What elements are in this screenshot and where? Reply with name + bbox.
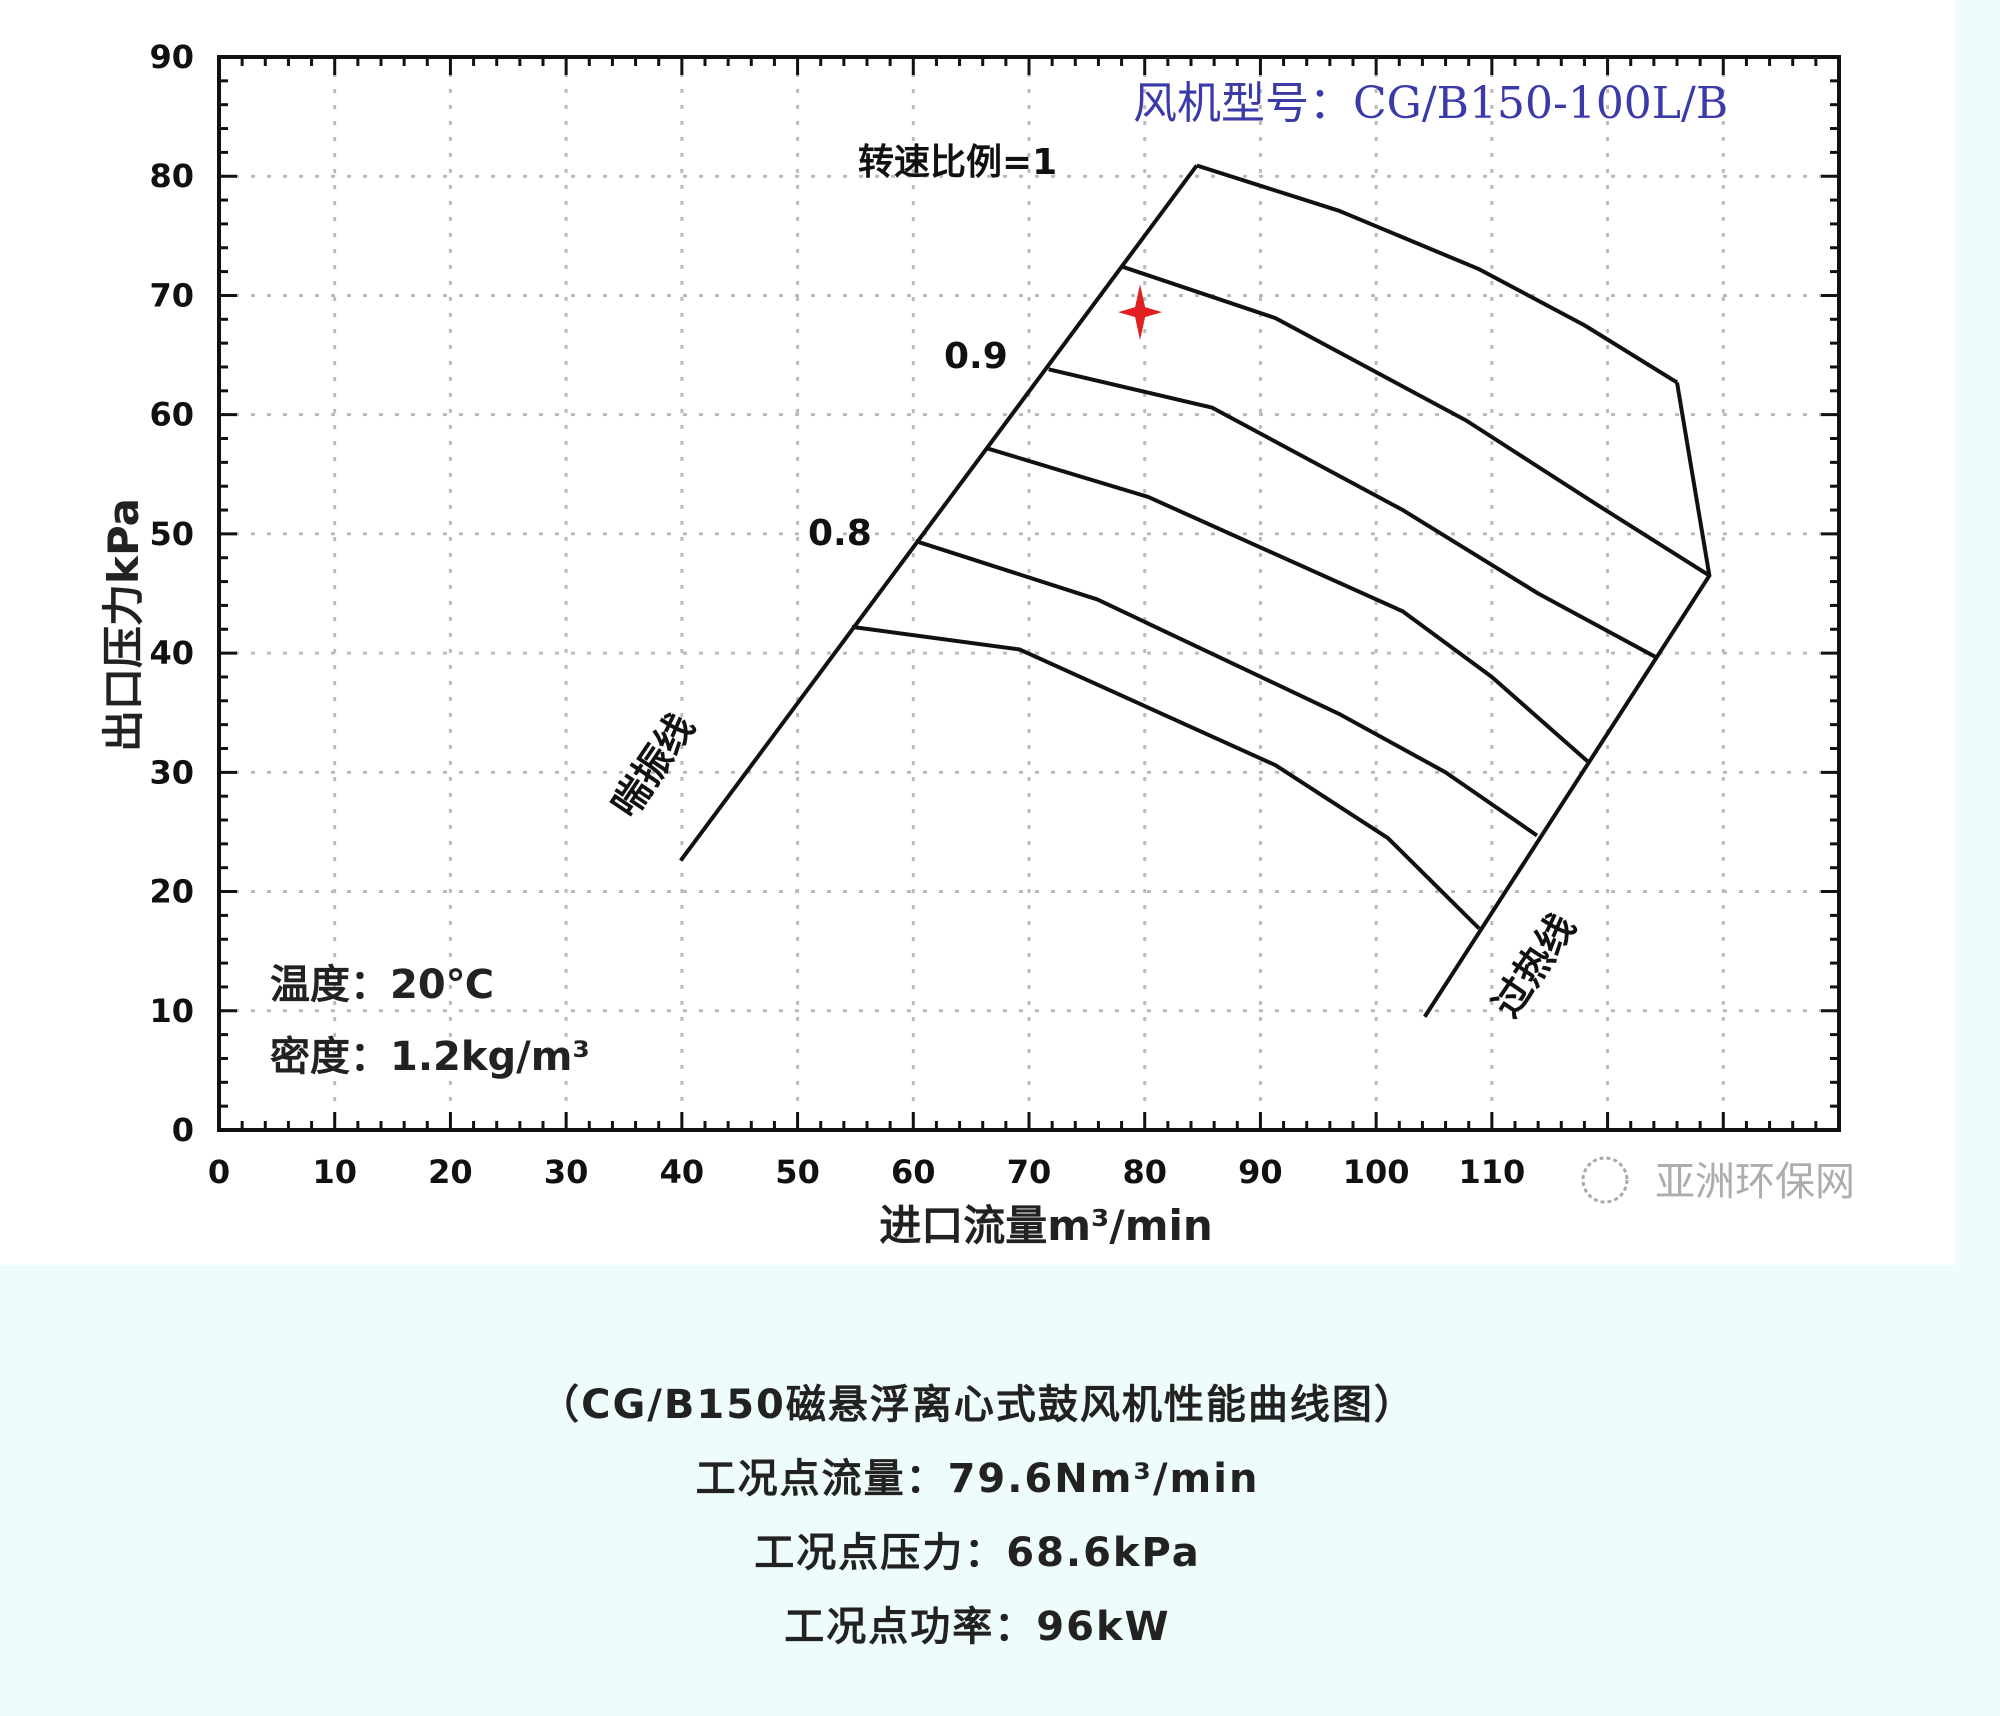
speed-curve-0-9 [1048,367,1656,659]
caption-pressure: 工况点压力：68.6kPa [754,1530,1201,1576]
curves [679,163,1712,1018]
label-speed-09: 0.9 [944,336,1008,377]
speed-curve-0-8 [914,539,1539,838]
x-tick-label: 80 [1122,1153,1167,1191]
x-tick-label: 30 [544,1153,589,1191]
y-tick-label: 90 [149,38,194,76]
x-tick-label: 70 [1007,1153,1052,1191]
speed-curve-0-85 [985,446,1590,764]
caption-power: 工况点功率：96kW [784,1604,1171,1650]
y-tick-label: 60 [149,396,194,434]
speed-curve-1-0 [1196,163,1679,385]
y-tick-label: 40 [149,634,194,672]
speed-curve-0-95 [1122,264,1711,578]
operating-point-star-icon [1118,284,1163,341]
overheat-line [1423,382,1712,1018]
y-axis-label: 出口压力kPa [99,498,148,752]
y-tick-label: 20 [149,873,194,911]
x-tick-label: 10 [312,1153,357,1191]
x-tick-label: 20 [428,1153,473,1191]
plot-frame [217,55,1841,1132]
y-tick-label: 50 [149,515,194,553]
x-tick-label: 110 [1458,1153,1525,1191]
x-tick-label: 40 [660,1153,705,1191]
y-tick-label: 80 [149,157,194,195]
label-speed-ratio-1: 转速比例=1 [858,142,1057,183]
operating-point-marker [1118,284,1163,341]
watermark: 亚洲环保网 [1655,1159,1855,1205]
y-tick-label: 0 [172,1111,194,1149]
caption-flow: 工况点流量：79.6Nm³/min [695,1456,1260,1502]
label-density: 密度：1.2kg/m³ [270,1034,590,1080]
x-tick-label: 0 [208,1153,230,1191]
speed-curve-0-75 [851,624,1481,930]
label-speed-08: 0.8 [808,513,872,554]
label-surge-line: 喘振线 [603,706,703,825]
x-tick-label: 100 [1343,1153,1410,1191]
x-tick-label: 90 [1238,1153,1283,1191]
y-tick-label: 70 [149,276,194,314]
surge-line [679,164,1199,862]
caption-title: （CG/B150磁悬浮离心式鼓风机性能曲线图） [539,1382,1416,1428]
x-tick-label: 60 [891,1153,936,1191]
label-overheat-line: 过热线 [1484,906,1584,1025]
x-tick-label: 50 [775,1153,820,1191]
label-temperature: 温度：20℃ [270,962,494,1008]
axis-ticks: 0 10 20 30 40 50 60 70 80 90 100 110 0 10 20 30 40 50 60 70… [149,38,1841,1191]
x-axis-label: 进口流量m³/min [879,1201,1213,1250]
chart-area [0,0,1955,1265]
chart-title: 风机型号：CG/B150-100L/B [1133,78,1728,129]
watermark-logo-icon [1581,1156,1629,1204]
y-tick-label: 30 [149,753,194,791]
y-tick-label: 10 [149,992,194,1030]
